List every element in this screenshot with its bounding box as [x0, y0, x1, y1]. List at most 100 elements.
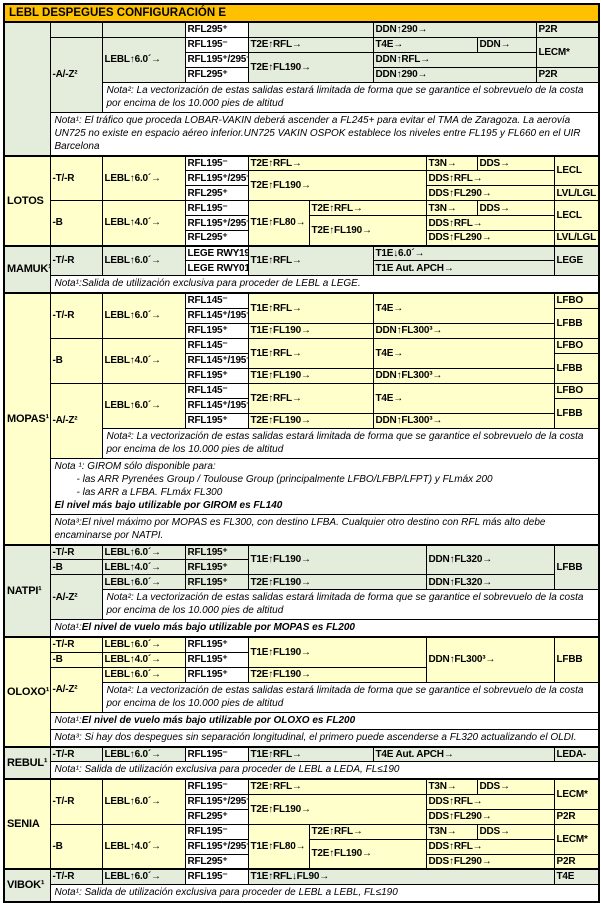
dest-cell: P2R — [553, 808, 600, 825]
transfer-cell: T2E↑RFL→ — [308, 200, 427, 216]
note-cell: Nota¹:Salida de utilización exclusiva pa… — [49, 275, 600, 294]
waypoint-cell: NATPI¹ — [3, 544, 51, 638]
route-cell: DDN↑FL320→ — [425, 544, 555, 575]
note-cell: Nota¹:El nivel de vuelo más bajo utiliza… — [49, 619, 600, 638]
climb-cell: LEBL↑4.0´→ — [101, 559, 186, 575]
route-cell: DDN↑FL300³→ — [372, 367, 555, 384]
dest-cell: LFBO — [553, 337, 600, 354]
transfer-cell: T1E↑RFL→ — [247, 245, 374, 276]
dest-cell: P2R — [535, 66, 600, 83]
transfer-cell: T1E↑FL190→ — [247, 544, 427, 575]
note-line: Nota ¹: GIROM sólo disponible para: — [54, 460, 216, 472]
climb-cell: LEBL↑6.0´→ — [101, 574, 186, 590]
route-cell: DDN↑290→ — [372, 21, 537, 38]
route-cell: T3N→ — [425, 155, 478, 171]
category-cell: -T/-R — [49, 746, 103, 762]
rfl-cell: RFL195⁻ — [184, 746, 249, 762]
waypoint-cell: VIBOK¹ — [3, 868, 51, 902]
rfl-cell: RFL195⁺/295⁻ — [184, 51, 249, 68]
category-cell: -A/-Z² — [49, 574, 103, 620]
rfl-cell: RFL295⁺ — [184, 21, 249, 38]
rfl-cell: RFL145⁺/195⁻ — [184, 352, 249, 369]
route-cell: T4E Aut. APCH→ — [372, 746, 555, 762]
note-cell: Nota¹: Salida de utilización exclusiva p… — [49, 761, 600, 780]
note-prefix: Nota¹: — [54, 622, 82, 633]
transfer-cell: T2E↑FL190→ — [247, 793, 427, 825]
route-cell: DDN↑FL320→ — [425, 574, 555, 590]
route-cell: DDS↑RFL→ — [425, 215, 555, 231]
note-cell: Nota²: La vectorización de estas salidas… — [101, 681, 600, 713]
route-cell: DDN↑FL300³→ — [425, 636, 555, 683]
transfer-cell: T1E↑RFL→ — [247, 746, 374, 762]
route-cell: T1E↓6.0´→ — [372, 245, 555, 261]
route-cell: DDN↑RFL→ — [372, 51, 537, 68]
rfl-cell: RFL195⁻ — [184, 36, 249, 53]
transfer-cell — [247, 21, 374, 38]
note-line: - las ARR a LFBA. FLmáx FL300 — [76, 486, 223, 498]
transfer-cell: T2E↑RFL→ — [247, 382, 374, 414]
page-title: LEBL DESPEGUES CONFIGURACIÓN E — [3, 3, 600, 23]
rfl-cell: RFL295⁺ — [184, 66, 249, 83]
note-bold: El nivel de vuelo más bajo utilizable po… — [81, 622, 355, 633]
climb-cell — [101, 21, 186, 38]
pre-transfer-cell: T1E↑FL80→ — [247, 823, 310, 870]
transfer-cell: T1E↑FL190→ — [247, 636, 427, 668]
rfl-cell: RFL195⁺ — [184, 559, 249, 575]
dest-cell: LFBO — [553, 382, 600, 399]
waypoint-cell: MAMUK¹ — [3, 245, 51, 294]
category-cell: -T/-R — [49, 636, 103, 653]
climb-cell: LEBL↑6.0´→ — [101, 544, 186, 560]
transfer-cell: T1E↑RFL↓FL90→ — [247, 868, 555, 885]
dest-cell: LFBB — [553, 544, 600, 590]
waypoint-cell: LOTOS — [3, 155, 51, 246]
route-cell: T3N→ — [425, 823, 478, 840]
block-natpi: NATPI¹ -T/-R LEBL↑6.0´→ RFL195⁺ T1E↑FL19… — [3, 544, 600, 638]
rfl-cell: RFL195⁺ — [184, 544, 249, 560]
block-unnamed: RFL295⁺ DDN↑290→ P2R -A/-Z² LEBL↑6.0´→ R… — [3, 21, 600, 156]
climb-cell: LEBL↑6.0´→ — [101, 155, 186, 201]
transfer-cell: T2E↑FL190→ — [247, 666, 427, 683]
rfl-cell: LEGE RWY01 — [184, 260, 249, 276]
note-cell: Nota ¹: GIROM sólo disponible para: - la… — [49, 457, 600, 515]
transfer-cell: T1E↑FL190→ — [247, 322, 374, 339]
dest-cell: LFBO — [553, 292, 600, 309]
category-cell: -T/-R — [49, 544, 103, 560]
route-sub-cell: DDS→ — [476, 823, 555, 840]
rfl-cell: RFL195⁺ — [184, 367, 249, 384]
climb-cell: LEBL↑6.0´→ — [101, 36, 186, 83]
rfl-cell: LEGE RWY19 — [184, 245, 249, 261]
transfer-cell: T1E↑RFL→ — [247, 337, 374, 369]
route-cell: T1E Aut. APCH→ — [372, 260, 555, 276]
climb-cell: LEBL↑6.0´→ — [101, 382, 186, 429]
note-prefix: Nota¹: — [54, 714, 82, 726]
category-cell: -B — [49, 651, 103, 668]
block-mamuk: MAMUK¹ -T/-R LEBL↑6.0´→ LEGE RWY19 T1E↑R… — [3, 245, 600, 294]
route-cell: T4E→ — [372, 382, 555, 414]
block-rebul: REBUL¹ -T/-R LEBL↑6.0´→ RFL195⁻ T1E↑RFL→… — [3, 746, 600, 780]
rfl-cell: RFL195⁺ — [184, 651, 249, 668]
dest-cell: LECM* — [535, 36, 600, 68]
note-cell: Nota¹: Salida de utilización exclusiva p… — [49, 883, 600, 902]
rfl-cell: RFL295⁺ — [184, 808, 249, 825]
category-cell: -T/-R — [49, 778, 103, 825]
dest-cell: P2R — [535, 21, 600, 38]
route-cell: DDS↑RFL→ — [425, 793, 555, 810]
transfer-cell: T2E↑FL190→ — [247, 574, 427, 590]
route-cell: DDN↑FL300³→ — [372, 412, 555, 429]
rfl-cell: RFL145⁻ — [184, 382, 249, 399]
rfl-cell: RFL295⁺ — [184, 853, 249, 870]
route-sub-cell: DDS→ — [476, 778, 555, 795]
note-cell: Nota¹: El tráfico que proceda LOBAR-VAKI… — [49, 111, 600, 156]
transfer-cell: T2E↑RFL→ — [247, 778, 427, 795]
climb-cell: LEBL↑6.0´→ — [101, 666, 186, 683]
dest-cell: LFBB — [553, 636, 600, 683]
block-lotos: LOTOS -T/-R LEBL↑6.0´→ RFL195⁻ T2E↑RFL→ … — [3, 155, 600, 246]
category-cell: -T/-R — [49, 245, 103, 276]
transfer-cell: T2E↑RFL→ — [247, 36, 374, 53]
dest-cell: LFBB — [553, 307, 600, 339]
route-cell: DDS↑RFL→ — [425, 838, 555, 855]
route-sub-cell: DDS→ — [476, 155, 555, 171]
route-cell: T4E→ — [372, 337, 555, 369]
note-cell: Nota²: La vectorización de estas salidas… — [101, 81, 600, 113]
rfl-cell: RFL195⁺ — [184, 574, 249, 590]
